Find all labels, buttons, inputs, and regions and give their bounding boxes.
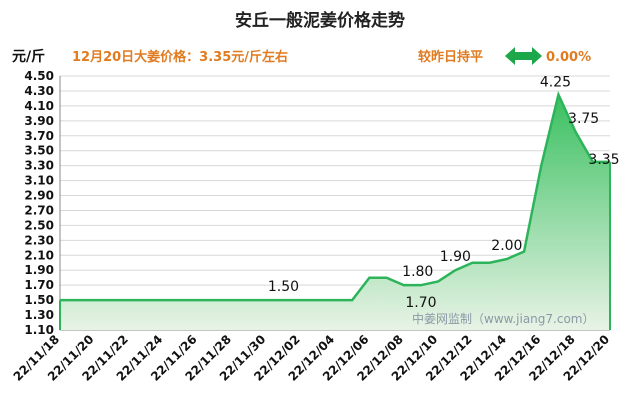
y-tick-label: 2.90 — [24, 189, 54, 203]
trend-change: 0.00% — [546, 50, 591, 65]
y-tick-label: 1.50 — [24, 293, 54, 307]
flat-arrow-icon — [505, 47, 542, 65]
data-label: 1.70 — [405, 295, 436, 311]
price-series — [59, 90, 611, 331]
y-tick-label: 2.10 — [24, 248, 54, 262]
data-label: 1.80 — [402, 264, 433, 280]
y-tick-label: 1.10 — [24, 323, 54, 337]
series-line — [60, 90, 610, 302]
data-label: 3.75 — [568, 111, 599, 127]
y-tick-label: 2.50 — [24, 218, 54, 232]
y-tick-label: 4.10 — [24, 99, 54, 113]
y-tick-label: 4.30 — [24, 84, 54, 98]
watermark: 中姜网监制（www.jiang7.com） — [412, 311, 594, 326]
data-label: 4.25 — [540, 75, 571, 91]
y-axis: 4.504.304.103.903.703.503.303.102.902.70… — [24, 69, 54, 337]
data-label: 1.90 — [440, 249, 471, 265]
data-label: 3.35 — [588, 152, 619, 168]
data-label: 1.50 — [268, 279, 299, 295]
y-tick-label: 1.70 — [24, 278, 54, 292]
y-tick-label: 3.90 — [24, 114, 54, 128]
y-tick-label: 3.50 — [24, 144, 54, 158]
chart-title: 安丘一般泥姜价格走势 — [235, 10, 405, 31]
data-labels: 1.50 1.80 1.70 1.90 2.00 4.25 3.75 3.35 — [268, 75, 620, 312]
y-tick-label: 1.30 — [24, 308, 54, 322]
y-tick-label: 2.30 — [24, 233, 54, 247]
trend-note: 较昨日持平 — [418, 49, 483, 65]
y-tick-label: 2.70 — [24, 203, 54, 217]
y-tick-label: 3.70 — [24, 129, 54, 143]
y-tick-label: 4.50 — [24, 69, 54, 83]
y-axis-unit: 元/斤 — [12, 48, 45, 65]
price-note: 12月20日大姜价格：3.35元/斤左右 — [72, 49, 288, 65]
y-tick-label: 3.10 — [24, 174, 54, 188]
area-fill — [60, 94, 610, 331]
x-axis: 22/11/1822/11/2022/11/2222/11/2422/11/26… — [11, 332, 613, 384]
data-label: 2.00 — [491, 238, 522, 254]
y-tick-label: 1.90 — [24, 263, 54, 277]
y-tick-label: 3.30 — [24, 159, 54, 173]
